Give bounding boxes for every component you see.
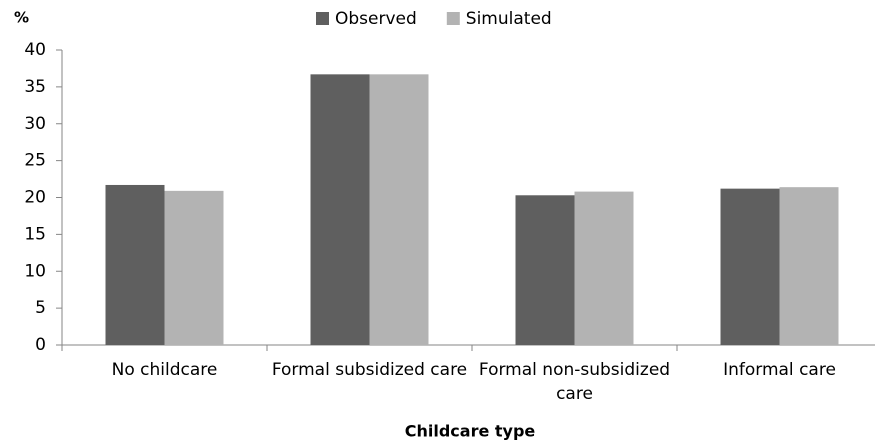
- legend-label: Observed: [335, 9, 417, 29]
- x-axis-label: Childcare type: [405, 422, 536, 441]
- x-tick-label: Formal subsidized care: [271, 360, 468, 380]
- y-tick-label: 40: [24, 40, 46, 60]
- bar: [105, 184, 165, 345]
- x-tick-label: No childcare: [111, 360, 218, 380]
- x-tick-label: Formal non-subsidized care: [478, 360, 671, 404]
- bar: [779, 187, 839, 345]
- x-tick-label: Informal care: [723, 360, 836, 380]
- y-axis-label: %: [14, 9, 29, 27]
- legend-swatch: [446, 12, 460, 25]
- bar: [369, 74, 429, 346]
- bar: [720, 188, 780, 345]
- y-tick-label: 30: [24, 114, 46, 134]
- y-tick-label: 0: [35, 335, 46, 355]
- y-tick-label: 35: [24, 77, 46, 97]
- y-tick-label: 5: [35, 298, 46, 318]
- bar: [164, 190, 224, 345]
- y-tick-label: 20: [24, 188, 46, 208]
- bar: [310, 74, 370, 346]
- bar: [515, 195, 575, 345]
- y-tick-label: 10: [24, 261, 46, 281]
- y-tick-label: 15: [24, 224, 46, 244]
- legend-label: Simulated: [466, 9, 552, 29]
- legend-swatch: [316, 12, 329, 25]
- y-tick-label: 25: [24, 151, 46, 171]
- bar: [574, 191, 634, 345]
